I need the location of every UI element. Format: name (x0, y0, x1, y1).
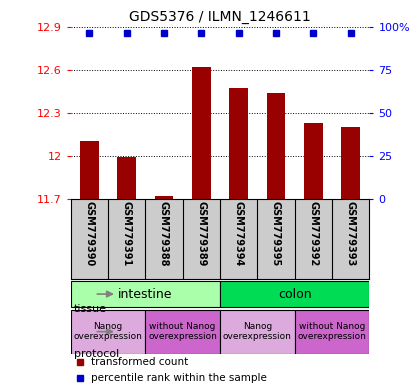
Text: Nanog
overexpression: Nanog overexpression (73, 322, 142, 341)
Text: GSM779392: GSM779392 (308, 201, 318, 266)
Text: intestine: intestine (118, 288, 173, 301)
Bar (145, 310, 220, 354)
Text: protocol: protocol (73, 349, 119, 359)
Bar (267, 93, 286, 199)
Bar (71, 281, 220, 307)
Text: GSM779390: GSM779390 (84, 201, 94, 266)
Bar (304, 123, 323, 199)
Text: GSM779393: GSM779393 (346, 201, 356, 266)
Bar (229, 88, 248, 199)
Text: Nanog
overexpression: Nanog overexpression (223, 322, 292, 341)
Title: GDS5376 / ILMN_1246611: GDS5376 / ILMN_1246611 (129, 10, 311, 25)
Text: GSM779391: GSM779391 (122, 201, 132, 266)
Text: transformed count: transformed count (91, 357, 189, 367)
Text: GSM779389: GSM779389 (196, 201, 206, 266)
Text: without Nanog
overexpression: without Nanog overexpression (148, 322, 217, 341)
Bar (220, 310, 295, 354)
Text: colon: colon (278, 288, 312, 301)
Text: percentile rank within the sample: percentile rank within the sample (91, 373, 267, 383)
Bar (220, 281, 369, 307)
Text: GSM779395: GSM779395 (271, 201, 281, 266)
Bar (192, 67, 211, 199)
Text: tissue: tissue (73, 304, 107, 314)
Text: GSM779394: GSM779394 (234, 201, 244, 266)
Bar (117, 157, 136, 199)
Text: GSM779388: GSM779388 (159, 201, 169, 266)
Bar (155, 196, 173, 199)
Bar (71, 310, 145, 354)
Text: without Nanog
overexpression: without Nanog overexpression (298, 322, 366, 341)
Bar (80, 141, 99, 199)
Bar (342, 127, 360, 199)
Bar (295, 310, 369, 354)
